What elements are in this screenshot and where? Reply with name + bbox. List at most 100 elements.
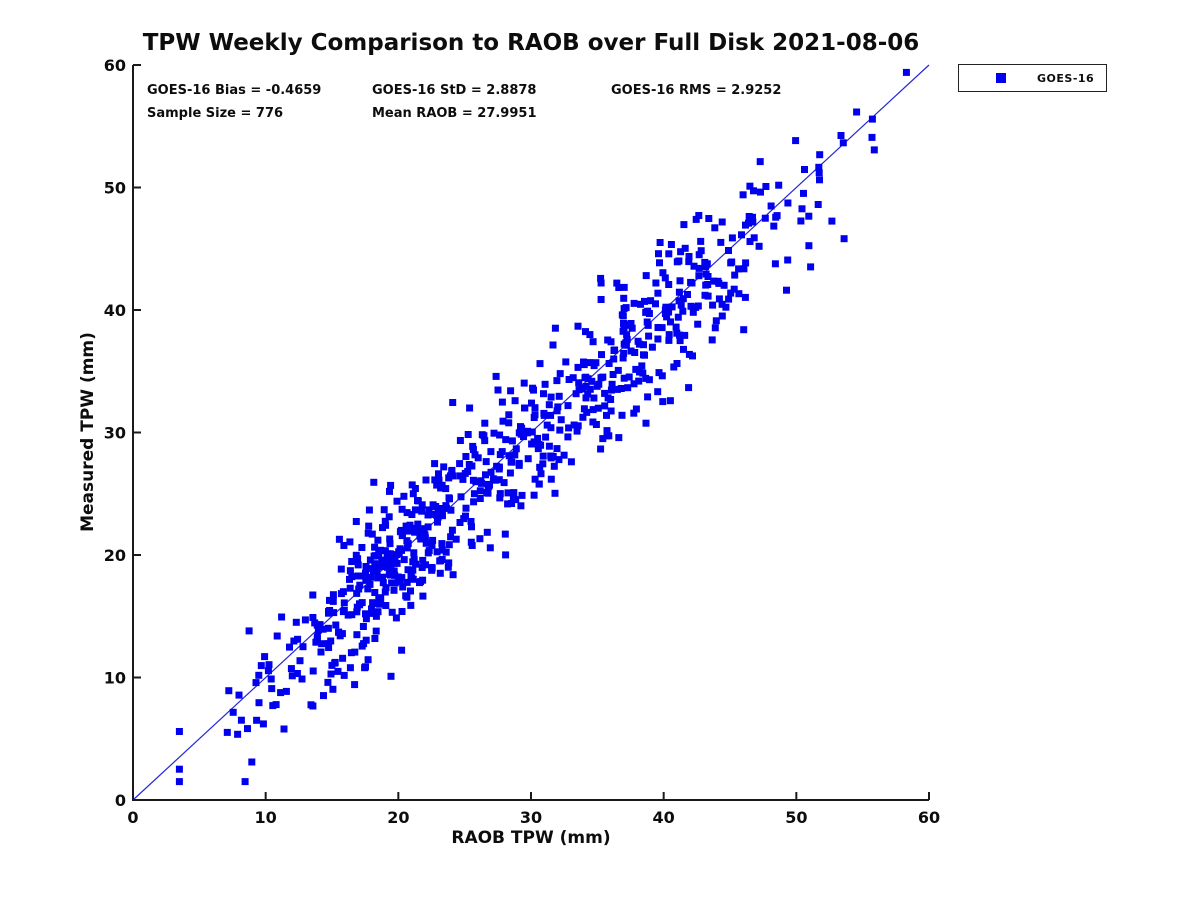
scatter-point — [380, 557, 388, 565]
scatter-point — [502, 551, 510, 559]
scatter-point — [755, 242, 763, 250]
scatter-point — [324, 624, 332, 632]
scatter-point — [531, 411, 539, 419]
scatter-point — [762, 183, 770, 190]
scatter-point — [741, 293, 749, 301]
scatter-point — [277, 689, 285, 697]
scatter-point — [382, 602, 390, 609]
scatter-point — [597, 374, 605, 382]
scatter-point — [828, 217, 836, 225]
scatter-point — [801, 166, 808, 173]
scatter-point — [408, 481, 416, 489]
scatter-point — [438, 546, 446, 554]
scatter-point — [309, 591, 317, 599]
scatter-point — [687, 302, 695, 310]
scatter-point — [368, 605, 375, 613]
scatter-point — [440, 463, 448, 471]
scatter-point — [425, 547, 433, 555]
scatter-point — [364, 656, 372, 664]
scatter-point — [515, 461, 523, 469]
scatter-point — [403, 509, 411, 517]
scatter-point — [502, 436, 510, 444]
scatter-point — [418, 564, 426, 571]
scatter-point — [452, 535, 460, 543]
scatter-point — [390, 567, 398, 575]
scatter-point — [582, 394, 590, 402]
scatter-point — [407, 587, 414, 595]
scatter-point — [287, 665, 295, 673]
scatter-point — [273, 632, 281, 640]
scatter-point — [518, 424, 526, 432]
scatter-point — [259, 720, 267, 728]
x-tick-label: 50 — [785, 808, 807, 827]
scatter-point — [579, 385, 587, 393]
scatter-point — [482, 458, 490, 466]
x-axis-label: RAOB TPW (mm) — [451, 828, 611, 848]
x-axis-ticks: 0 10 20 30 40 50 60 — [127, 792, 940, 827]
scatter-point — [498, 398, 506, 406]
scatter-point — [685, 258, 693, 266]
scatter-point — [601, 389, 609, 397]
scatter-point — [347, 649, 355, 657]
legend-label: GOES-16 — [1037, 71, 1095, 85]
scatter-point — [381, 588, 389, 596]
scatter-point — [620, 305, 628, 313]
scatter-point — [670, 363, 678, 371]
scatter-point — [353, 631, 361, 639]
scatter-point — [505, 411, 513, 419]
scatter-point — [296, 657, 304, 665]
scatter-point — [496, 431, 504, 439]
scatter-point — [377, 563, 385, 570]
scatter-point — [367, 573, 375, 581]
scatter-point — [445, 541, 453, 549]
scatter-point — [773, 212, 781, 220]
scatter-point — [373, 567, 381, 575]
scatter-point — [868, 115, 876, 123]
scatter-point — [368, 530, 376, 538]
scatter-point — [731, 271, 739, 279]
scatter-point — [411, 506, 419, 514]
scatter-point — [798, 205, 806, 213]
scatter-point — [659, 398, 667, 406]
scatter-point — [398, 532, 406, 540]
scatter-point — [720, 281, 728, 289]
scatter-point — [628, 324, 636, 332]
scatter-point — [661, 306, 669, 314]
scatter-point — [477, 477, 485, 485]
scatter-point — [364, 585, 372, 593]
scatter-point — [414, 527, 422, 535]
scatter-point — [676, 331, 683, 339]
scatter-point — [223, 728, 231, 736]
scatter-point — [491, 476, 499, 484]
scatter-point — [449, 399, 457, 406]
scatter-point — [316, 621, 324, 629]
scatter-point — [567, 458, 575, 466]
scatter-point — [508, 500, 516, 507]
scatter-point — [505, 452, 513, 460]
scatter-point — [728, 258, 736, 266]
x-tick-label: 10 — [255, 808, 277, 827]
scatter-point — [445, 474, 453, 482]
scatter-point — [396, 578, 404, 586]
scatter-point — [325, 609, 332, 617]
scatter-point — [329, 591, 337, 599]
scatter-point — [639, 369, 647, 377]
scatter-point — [340, 599, 348, 607]
scatter-point — [535, 441, 543, 448]
scatter-point — [750, 187, 757, 195]
scatter-point — [429, 536, 437, 544]
scatter-point — [225, 687, 233, 695]
scatter-point — [387, 571, 394, 579]
scatter-point — [255, 699, 263, 707]
scatter-point — [339, 588, 347, 596]
scatter-point — [620, 374, 628, 382]
scatter-point — [403, 525, 411, 533]
scatter-point — [501, 530, 509, 538]
scatter-point — [429, 510, 437, 518]
scatter-point — [652, 279, 660, 287]
scatter-point — [694, 302, 702, 310]
scatter-point — [438, 481, 446, 489]
stat-bias: GOES-16 Bias = -0.4659 — [147, 83, 322, 98]
scatter-point — [740, 265, 748, 273]
scatter-point — [685, 384, 693, 392]
